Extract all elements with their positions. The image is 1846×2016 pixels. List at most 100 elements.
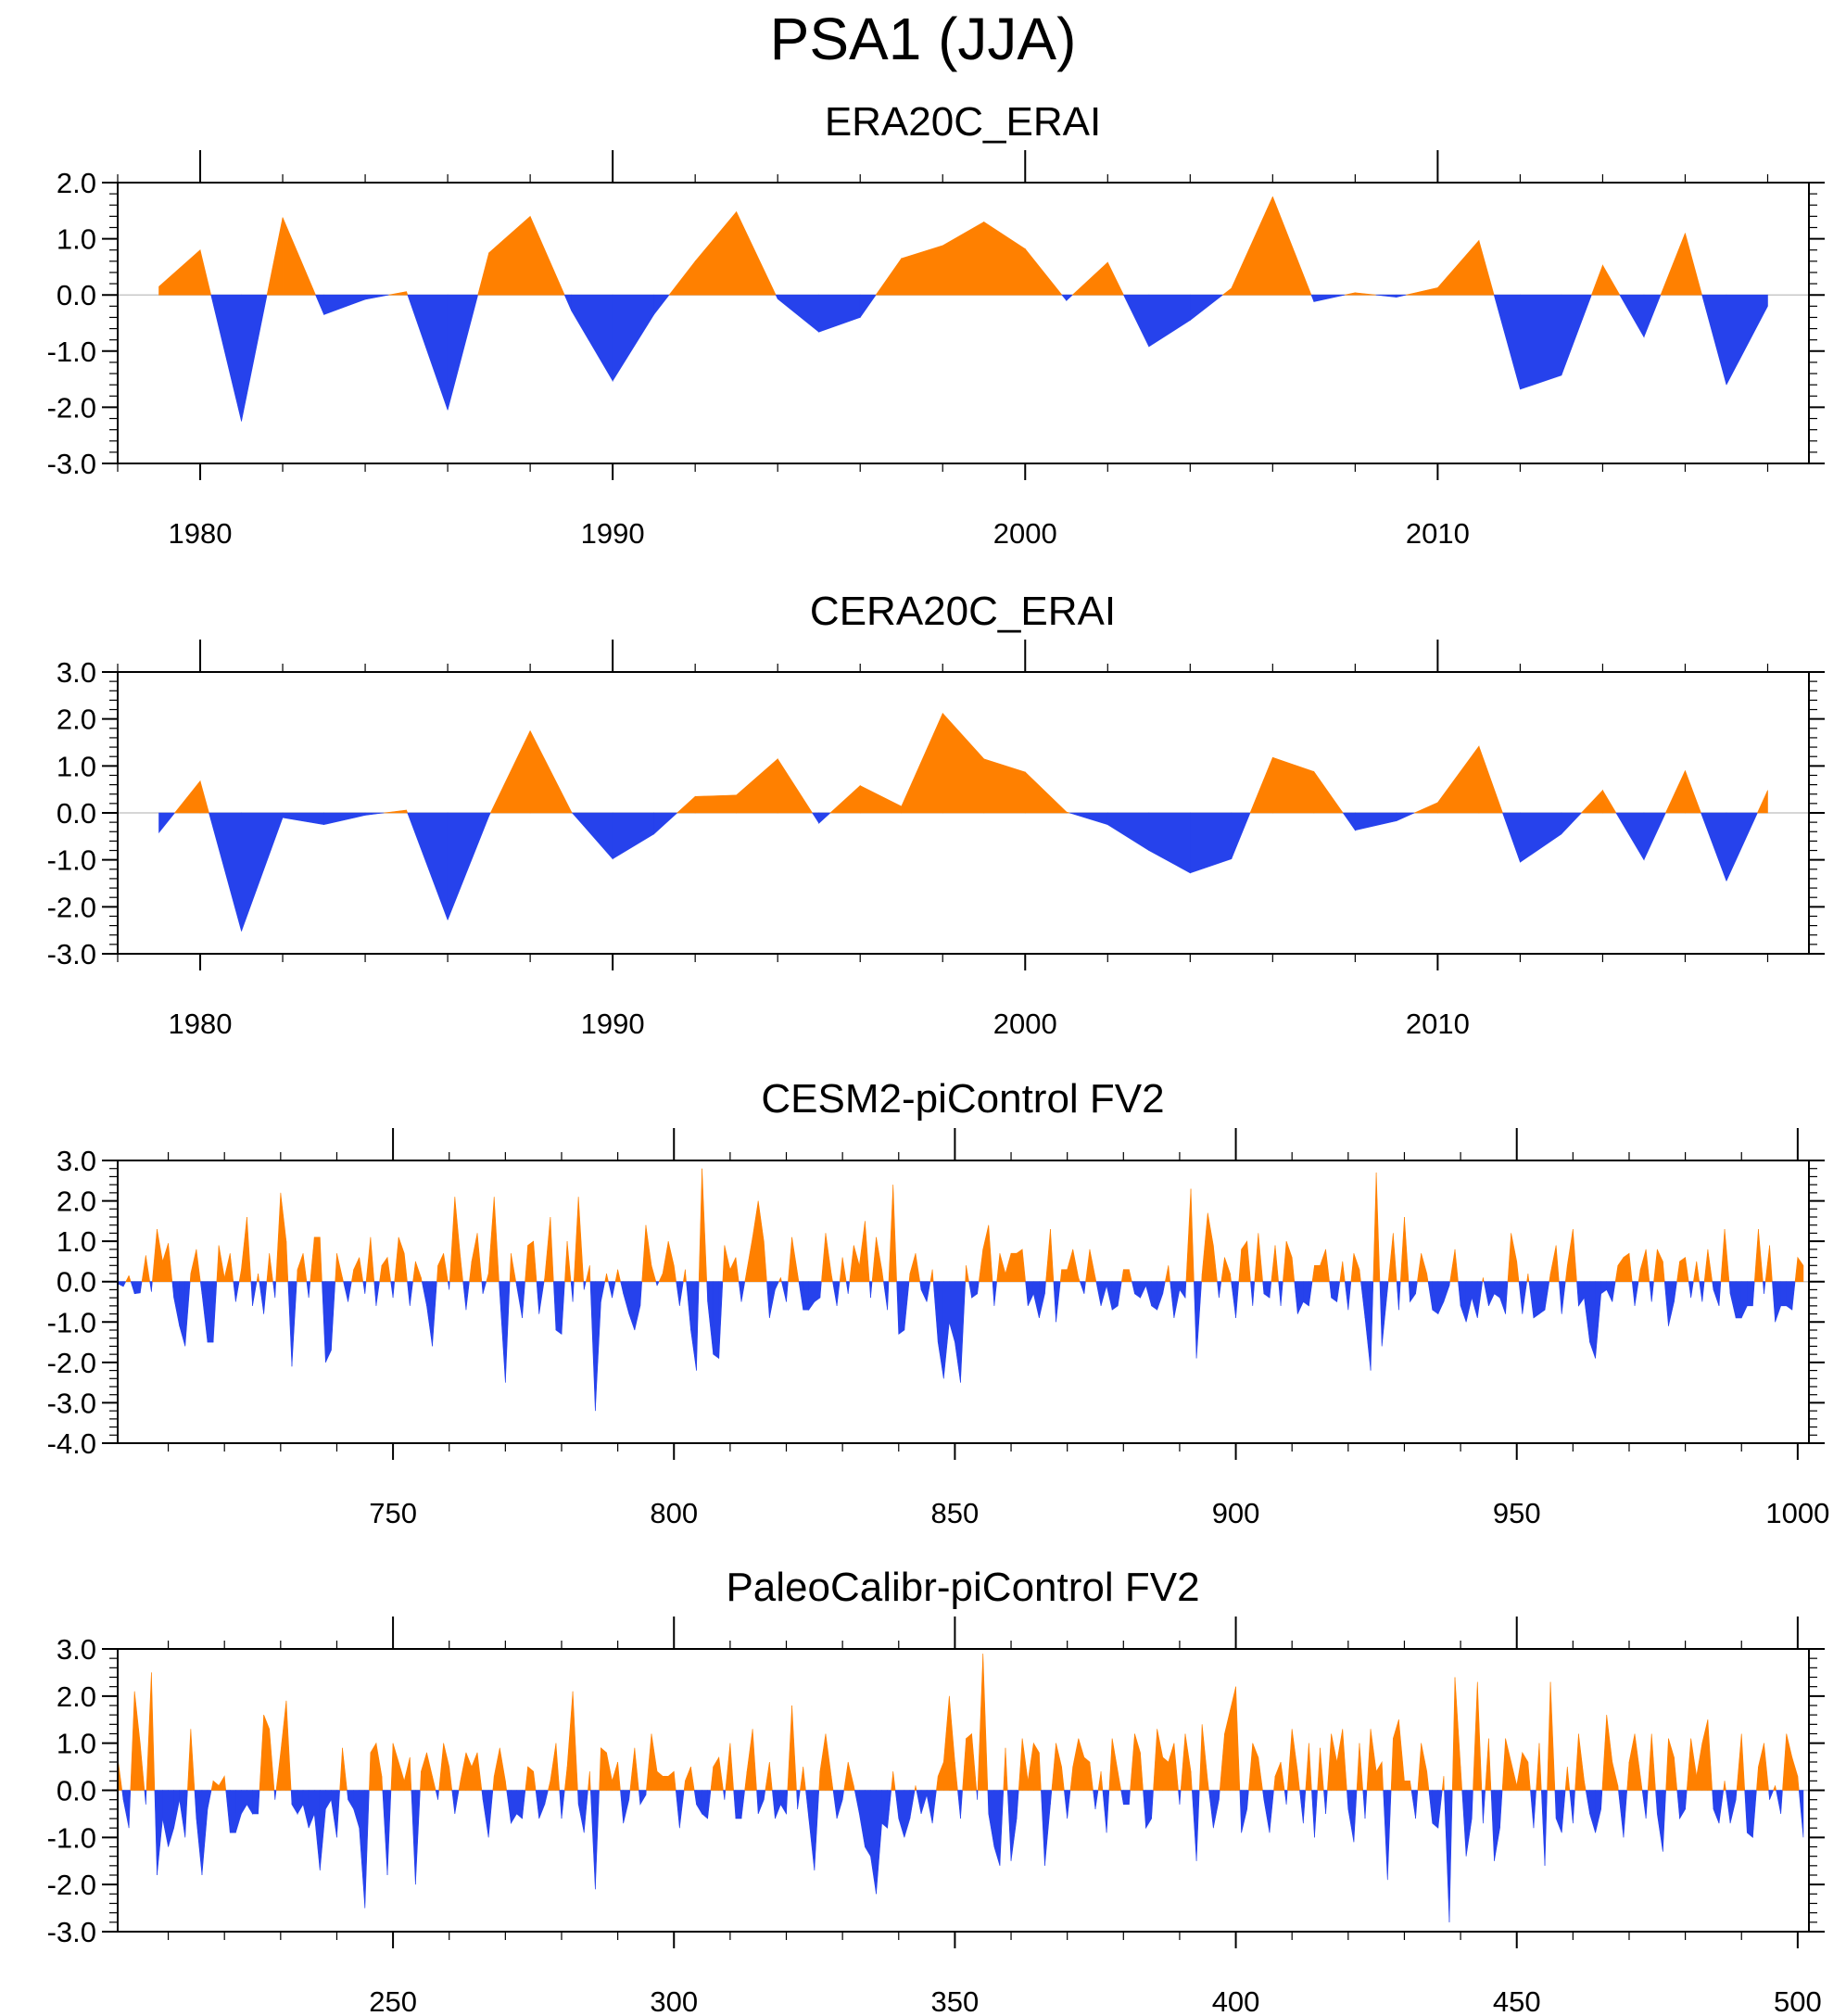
negative-area bbox=[1111, 1281, 1119, 1311]
positive-area bbox=[1327, 1733, 1332, 1791]
positive-area bbox=[1566, 1767, 1571, 1791]
positive-area bbox=[1372, 1173, 1377, 1283]
positive-area bbox=[365, 1236, 372, 1283]
negative-area bbox=[1490, 1790, 1495, 1861]
positive-area bbox=[426, 1752, 433, 1791]
positive-area bbox=[449, 1197, 456, 1283]
positive-area bbox=[892, 1185, 897, 1283]
negative-area bbox=[1786, 1281, 1793, 1311]
negative-area bbox=[1379, 1281, 1383, 1347]
positive-area bbox=[1331, 1733, 1337, 1791]
negative-area bbox=[653, 294, 670, 316]
positive-area bbox=[476, 1752, 483, 1791]
negative-area bbox=[1278, 1281, 1282, 1306]
negative-area bbox=[561, 1790, 565, 1819]
positive-area bbox=[266, 217, 284, 296]
negative-area bbox=[482, 1281, 487, 1294]
negative-area bbox=[1528, 1281, 1535, 1318]
negative-area bbox=[1432, 1281, 1439, 1315]
negative-area bbox=[465, 1281, 470, 1311]
negative-area bbox=[1027, 1281, 1034, 1306]
x-tick-label: 1980 bbox=[169, 1008, 233, 1040]
positive-area bbox=[412, 1261, 416, 1283]
positive-area bbox=[1590, 264, 1603, 296]
negative-area bbox=[1132, 1281, 1135, 1294]
positive-area bbox=[1417, 1743, 1422, 1791]
positive-area bbox=[909, 1253, 917, 1283]
negative-area bbox=[1747, 1790, 1753, 1838]
positive-area bbox=[1612, 1761, 1619, 1791]
positive-area bbox=[1370, 1729, 1377, 1791]
positive-area bbox=[128, 1275, 132, 1283]
negative-area bbox=[740, 1790, 745, 1819]
positive-area bbox=[1220, 1257, 1225, 1283]
negative-area bbox=[1370, 1281, 1374, 1371]
negative-area bbox=[589, 1281, 596, 1412]
negative-area bbox=[812, 812, 820, 825]
negative-area bbox=[168, 1790, 174, 1847]
positive-area bbox=[1668, 1738, 1675, 1791]
negative-area bbox=[1595, 1281, 1601, 1359]
positive-area bbox=[259, 1715, 264, 1791]
positive-area bbox=[982, 1654, 989, 1791]
negative-area bbox=[1561, 294, 1592, 375]
negative-area bbox=[1701, 294, 1727, 386]
positive-area bbox=[1390, 1738, 1394, 1791]
negative-area bbox=[487, 1790, 494, 1838]
positive-area bbox=[297, 1253, 304, 1283]
positive-area bbox=[763, 1241, 767, 1283]
positive-area bbox=[527, 1240, 534, 1283]
negative-area bbox=[724, 1790, 727, 1800]
positive-area bbox=[629, 1747, 636, 1791]
positive-area bbox=[1094, 1277, 1097, 1283]
positive-area bbox=[839, 1257, 843, 1283]
positive-area bbox=[390, 1743, 394, 1791]
y-tick-label: -4.0 bbox=[47, 1427, 96, 1460]
negative-area bbox=[1540, 1790, 1546, 1866]
negative-area bbox=[1493, 294, 1521, 390]
negative-area bbox=[1100, 1281, 1107, 1306]
negative-area bbox=[1313, 294, 1346, 302]
positive-area bbox=[269, 1729, 275, 1791]
negative-area bbox=[1663, 1281, 1669, 1326]
positive-area bbox=[1664, 770, 1686, 814]
positive-area bbox=[550, 1743, 557, 1791]
positive-area bbox=[1764, 1743, 1769, 1791]
negative-area bbox=[390, 1281, 394, 1299]
negative-area bbox=[775, 1281, 779, 1290]
positive-area bbox=[746, 1729, 753, 1791]
negative-area bbox=[1595, 1790, 1601, 1833]
negative-area bbox=[968, 1281, 972, 1299]
negative-area bbox=[1053, 1281, 1056, 1323]
negative-area bbox=[162, 1790, 169, 1847]
positive-area bbox=[168, 1243, 173, 1283]
negative-area bbox=[449, 1281, 450, 1290]
positive-area bbox=[285, 1700, 292, 1791]
x-tick-label: 800 bbox=[650, 1497, 698, 1529]
negative-area bbox=[955, 1281, 961, 1383]
negative-area bbox=[1381, 1281, 1388, 1347]
positive-area bbox=[190, 1729, 196, 1791]
positive-area bbox=[1696, 1261, 1701, 1283]
negative-area bbox=[1375, 294, 1397, 298]
positive-area bbox=[1724, 1229, 1730, 1283]
positive-area bbox=[1224, 1257, 1231, 1283]
negative-area bbox=[1584, 1281, 1590, 1343]
positive-area bbox=[1685, 1257, 1689, 1283]
negative-area bbox=[1303, 1790, 1307, 1824]
negative-area bbox=[898, 1281, 905, 1335]
positive-area bbox=[563, 1767, 568, 1791]
positive-area bbox=[375, 1743, 383, 1791]
positive-area bbox=[1164, 1265, 1170, 1283]
positive-area bbox=[1085, 1249, 1091, 1283]
positive-area bbox=[550, 1216, 554, 1283]
positive-area bbox=[1285, 1241, 1293, 1283]
y-tick-label: -3.0 bbox=[47, 938, 96, 970]
negative-area bbox=[409, 1281, 413, 1306]
negative-area bbox=[676, 1281, 680, 1306]
positive-area bbox=[1190, 1188, 1195, 1283]
negative-area bbox=[1044, 1790, 1051, 1866]
positive-area bbox=[694, 210, 737, 296]
positive-area bbox=[847, 1761, 854, 1791]
positive-area bbox=[778, 1277, 781, 1283]
